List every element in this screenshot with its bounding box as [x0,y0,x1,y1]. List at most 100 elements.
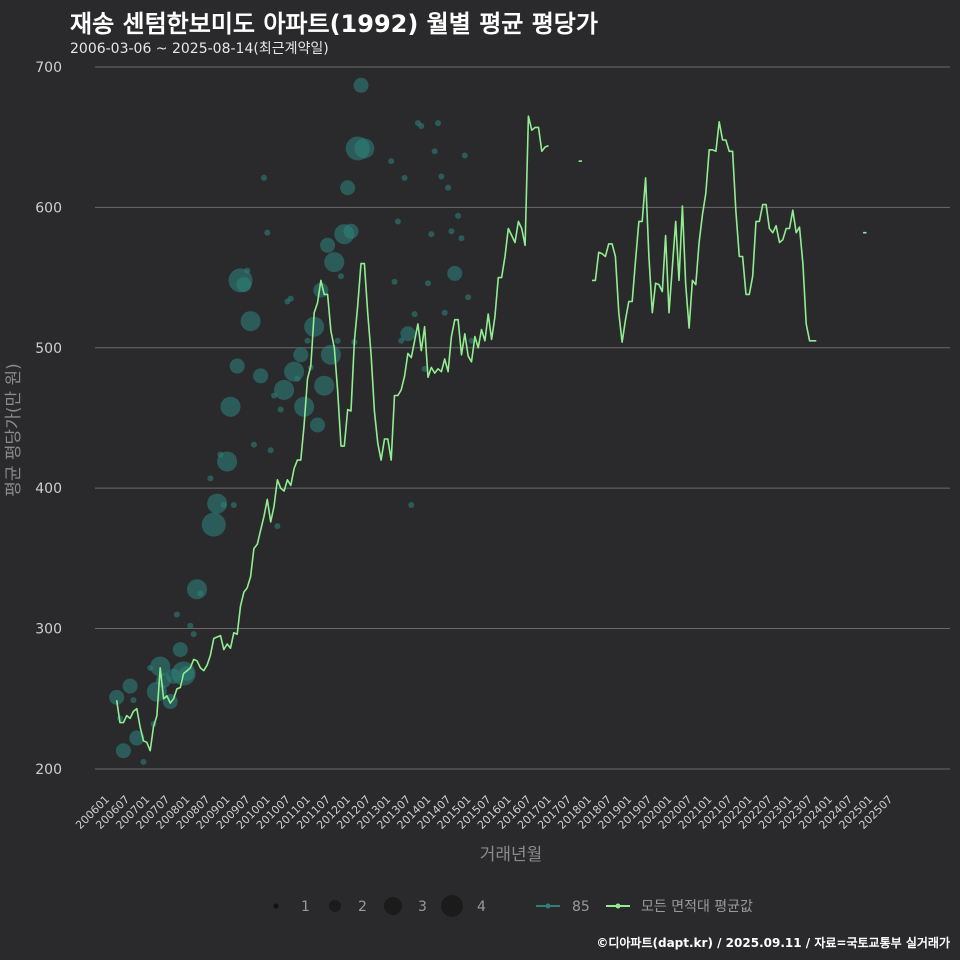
point-85-18 [187,622,194,629]
grid-lines [95,66,950,770]
x-axis-label: 거래년월 [480,845,543,865]
y-tick-600: 600 [35,200,62,216]
point-85-84 [441,309,448,316]
point-85-34 [240,311,261,332]
point-85-63 [343,223,359,239]
point-85-42 [277,406,284,413]
y-tick-300: 300 [35,622,62,638]
point-85-68 [388,158,395,165]
point-85-69 [391,278,398,285]
point-85-62 [340,180,356,196]
point-85-2 [115,743,131,759]
point-85-15 [172,642,188,658]
point-85-66 [353,77,369,93]
point-85-27 [217,451,238,472]
point-85-49 [294,396,315,417]
point-85-55 [314,375,335,396]
point-85-90 [461,152,468,159]
point-85-48 [293,347,309,363]
point-85-19 [190,631,197,638]
point-85-6 [140,758,147,765]
point-85-82 [435,120,442,127]
point-85-72 [401,174,408,181]
scatter-points [109,77,475,765]
point-85-87 [447,265,463,281]
legend-size-3-label: 3 [418,899,427,915]
point-85-56 [320,237,336,253]
point-85-29 [230,502,237,509]
point-85-67 [354,138,375,159]
legend-size-1-marker [273,903,279,909]
y-axis-label: 평균 평당가(만 원) [4,363,24,497]
legend-size-4-label: 4 [477,899,486,915]
y-axis-ticks: 200 300 400 500 600 700 [35,60,62,778]
legend-all-label: 모든 면적대 평균값 [641,899,753,915]
legend-size-3-marker [384,897,402,915]
point-85-81 [431,148,438,155]
point-85-57 [320,344,341,365]
point-85-32 [236,277,252,293]
y-tick-500: 500 [35,341,62,357]
chart-subtitle: 2006-03-06 ~ 2025-08-14(최근계약일) [70,41,329,57]
legend: 1 2 3 4 85 모든 면적대 평균값 [273,895,753,917]
chart-title: 재송 센텀한보미도 아파트(1992) 월별 평균 평당가 [70,10,598,38]
point-85-70 [394,218,401,225]
point-85-85 [445,184,452,191]
avg-line-segment-2 [592,121,817,343]
point-85-28 [220,396,241,417]
point-85-33 [244,267,251,274]
point-85-39 [267,447,274,454]
point-85-50 [304,337,311,344]
point-85-3 [122,678,138,694]
point-85-91 [465,294,472,301]
legend-all-marker [615,903,621,909]
point-85-35 [250,441,257,448]
legend-85-label: 85 [572,899,590,915]
point-85-86 [448,228,455,235]
point-85-36 [253,368,269,384]
x-axis-ticks: 2006012006072007012007072008012008072009… [73,793,895,832]
point-85-77 [418,122,425,129]
legend-size-1-label: 1 [301,899,310,915]
point-85-83 [438,173,445,180]
point-85-88 [455,212,462,219]
point-85-47 [294,375,301,382]
point-85-60 [337,273,344,280]
point-85-41 [274,523,281,530]
point-85-5 [129,730,145,746]
point-85-14 [173,611,180,618]
avg-line-segment-0 [115,115,549,752]
point-85-52 [304,316,325,337]
point-85-23 [201,512,226,537]
point-85-80 [428,231,435,238]
footer-credit: ©디아파트(dapt.kr) / 2025.09.11 / 자료=국토교통부 실… [596,936,950,950]
legend-size-2-label: 2 [358,899,367,915]
point-85-22 [207,475,214,482]
point-85-74 [408,502,415,509]
point-85-26 [220,502,227,509]
point-85-79 [424,280,431,287]
point-85-45 [287,295,294,302]
y-tick-400: 400 [35,481,62,497]
point-85-43 [274,379,295,400]
point-85-20 [187,579,208,600]
average-line [115,115,867,752]
point-85-30 [229,358,245,374]
y-tick-700: 700 [35,60,62,76]
point-85-46 [284,361,305,382]
point-85-58 [324,252,345,273]
point-85-21 [197,590,204,597]
point-85-10 [150,656,171,677]
point-85-75 [411,311,418,318]
point-85-59 [334,337,341,344]
point-85-53 [310,417,326,433]
point-85-89 [458,235,465,242]
legend-size-2-marker [329,900,341,912]
point-85-24 [207,493,228,514]
y-tick-200: 200 [35,762,62,778]
point-85-4 [130,697,137,704]
point-85-38 [264,229,271,236]
point-85-92 [468,337,475,344]
point-85-0 [109,689,125,705]
